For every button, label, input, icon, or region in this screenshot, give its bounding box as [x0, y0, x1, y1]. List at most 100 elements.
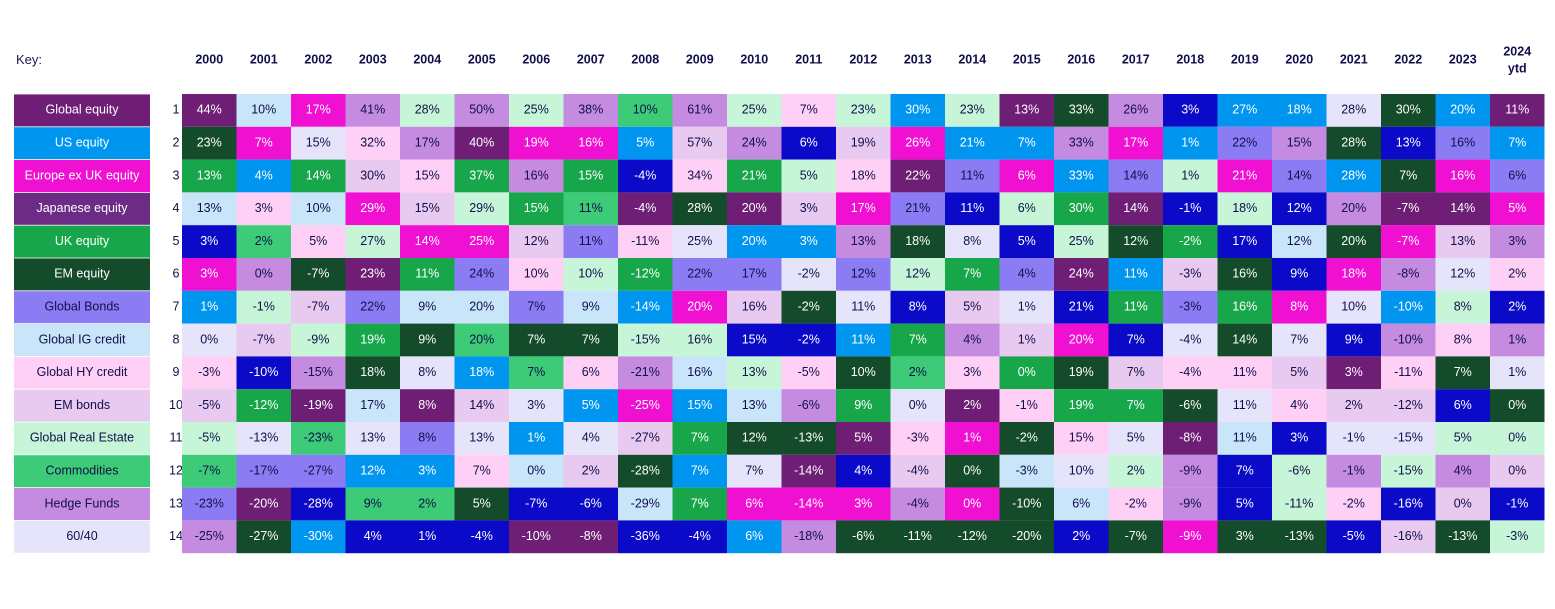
heatmap-cell [345, 159, 400, 193]
cell-value: 3% [963, 365, 981, 379]
heatmap-cell [1054, 94, 1109, 127]
cell-value: -1% [1179, 201, 1201, 215]
cell-value: 4% [255, 168, 273, 182]
heatmap-cell [1381, 159, 1436, 193]
heatmap-cell [1108, 323, 1163, 357]
cell-value: 8% [1290, 299, 1308, 313]
heatmap-cell [672, 225, 727, 258]
heatmap-cell [236, 487, 291, 521]
heatmap-cell [781, 487, 836, 521]
cell-value: 3% [1508, 234, 1526, 248]
heatmap-cell [999, 422, 1054, 455]
heatmap-cell [999, 323, 1054, 357]
cell-value: 0% [527, 463, 545, 477]
heatmap-cell [400, 225, 455, 258]
heatmap-cell [454, 520, 509, 554]
cell-value: -2% [1179, 234, 1201, 248]
heatmap-cell [890, 159, 945, 193]
heatmap-cell [509, 487, 564, 521]
cell-value: 5% [582, 398, 600, 412]
cell-value: -8% [580, 529, 602, 543]
heatmap-cell [1108, 422, 1163, 455]
cell-value: 2% [1127, 463, 1145, 477]
cell-value: 5% [1508, 201, 1526, 215]
year-header: 2005 [468, 52, 496, 66]
cell-value: 28% [687, 201, 712, 215]
cell-value: 4% [364, 529, 382, 543]
cell-value: 15% [578, 168, 603, 182]
heatmap-cell [1163, 520, 1218, 554]
cell-value: 15% [415, 201, 440, 215]
cell-value: 18% [851, 168, 876, 182]
cell-value: -2% [1016, 431, 1038, 445]
heatmap-cell [672, 323, 727, 357]
heatmap-cell [1054, 356, 1109, 390]
cell-value: 0% [255, 267, 273, 281]
heatmap-cell [890, 454, 945, 488]
heatmap-cell [618, 487, 673, 521]
cell-value: -5% [198, 431, 220, 445]
cell-value: 16% [687, 365, 712, 379]
heatmap-cell [781, 323, 836, 357]
cell-value: -3% [1506, 529, 1528, 543]
cell-value: -6% [1288, 463, 1310, 477]
heatmap-cell [836, 323, 891, 357]
cell-value: -27% [249, 529, 278, 543]
heatmap-cell [236, 126, 291, 160]
heatmap-cell [1217, 487, 1272, 521]
cell-value: 17% [360, 398, 385, 412]
key-label-7: Global IG credit [39, 332, 126, 346]
heatmap-cell [618, 422, 673, 455]
cell-value: 13% [197, 201, 222, 215]
heatmap-cell [1163, 422, 1218, 455]
cell-value: 37% [469, 168, 494, 182]
cell-value: 12% [742, 431, 767, 445]
cell-value: 33% [1069, 135, 1094, 149]
cell-value: 25% [524, 103, 549, 117]
heatmap-cell [727, 487, 782, 521]
cell-value: 6% [1018, 168, 1036, 182]
cell-value: -4% [907, 463, 929, 477]
heatmap-cell [182, 389, 237, 422]
cell-value: 19% [1069, 365, 1094, 379]
heatmap-cell [1217, 520, 1272, 554]
cell-value: 32% [360, 135, 385, 149]
heatmap-cell [1326, 225, 1381, 258]
cell-value: 23% [851, 103, 876, 117]
heatmap-cell [1490, 487, 1545, 521]
rank-number: 9 [173, 365, 180, 379]
heatmap-cell [999, 487, 1054, 521]
heatmap-cell [563, 192, 618, 226]
heatmap-cell [836, 225, 891, 258]
cell-value: -7% [307, 267, 329, 281]
cell-value: 7% [582, 332, 600, 346]
heatmap-cell [727, 389, 782, 422]
heatmap-cell [400, 323, 455, 357]
cell-value: 20% [1341, 201, 1366, 215]
heatmap-cell [1108, 290, 1163, 324]
cell-value: -2% [798, 299, 820, 313]
cell-value: -17% [249, 463, 278, 477]
year-header-suffix: ytd [1508, 61, 1527, 75]
heatmap-cell [236, 323, 291, 357]
heatmap-cell [781, 290, 836, 324]
cell-value: 18% [360, 365, 385, 379]
cell-value: 25% [687, 234, 712, 248]
cell-value: 17% [1123, 135, 1148, 149]
key-label-0: Global equity [46, 103, 120, 117]
heatmap-cell [727, 290, 782, 324]
heatmap-cell [1217, 389, 1272, 422]
heatmap-cell [1054, 290, 1109, 324]
cell-value: 7% [527, 365, 545, 379]
key-label-12: Hedge Funds [44, 496, 119, 510]
cell-value: 27% [360, 234, 385, 248]
cell-value: 25% [742, 103, 767, 117]
year-header: 2017 [1122, 52, 1150, 66]
heatmap-cell [345, 258, 400, 291]
heatmap-cell [1435, 290, 1490, 324]
cell-value: 14% [1123, 168, 1148, 182]
heatmap-cell [672, 487, 727, 521]
cell-value: -5% [1343, 529, 1365, 543]
heatmap-cell [836, 159, 891, 193]
heatmap-cell [1163, 192, 1218, 226]
